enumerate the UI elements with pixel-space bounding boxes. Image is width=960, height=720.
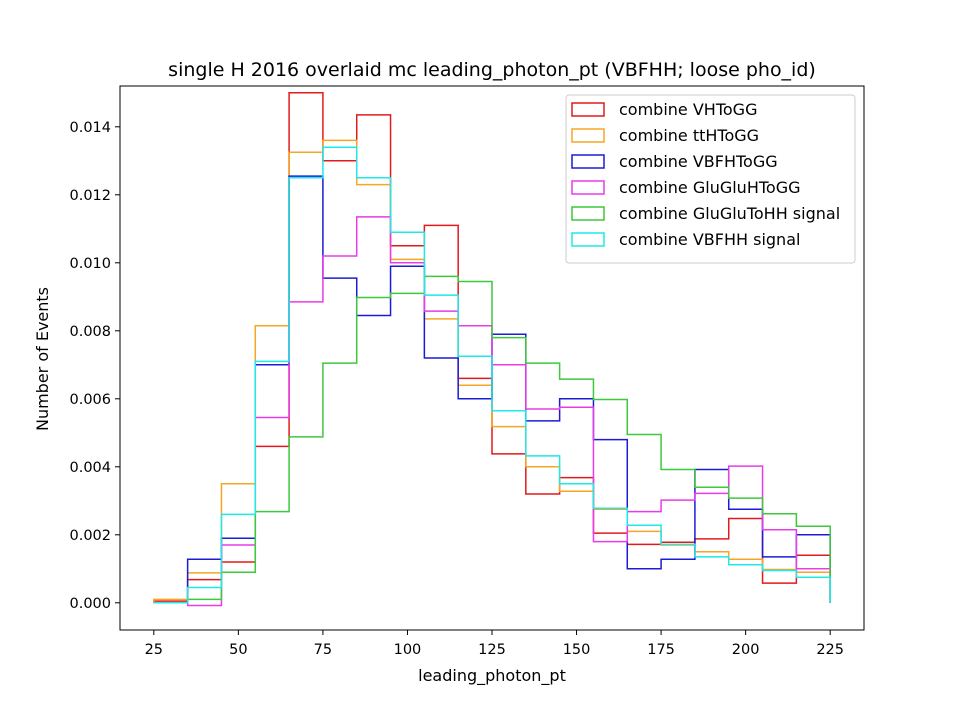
y-tick-label: 0.002 [69,528,111,544]
y-axis-ticks: 0.000 0.002 0.004 0.006 0.008 0.010 0.012 0.014 [69,120,120,612]
x-tick-label: 125 [478,642,506,658]
y-tick-label: 0.014 [69,120,111,136]
y-tick-label: 0.008 [69,324,111,340]
legend-swatch [571,206,605,221]
x-tick-label: 200 [732,642,760,658]
legend-label: combine VHToGG [619,100,757,119]
y-tick-label: 0.006 [69,392,111,408]
y-tick-label: 0.010 [69,256,111,272]
plot-series [153,92,831,607]
legend: combine VHToGG combine ttHToGG combine VBF… [565,94,856,264]
x-axis-label: leading_photon_pt [418,666,566,686]
x-axis-ticks: 25 50 75 100 125 150 175 200 225 [145,630,844,658]
x-tick-label: 225 [816,642,844,658]
legend-swatch [571,180,605,195]
y-axis-label: Number of Events [33,287,52,431]
series-line-4 [153,275,831,604]
y-tick-label: 0.000 [69,596,111,612]
legend-label: combine ttHToGG [619,126,759,145]
legend-label: combine GluGluHToGG [619,178,800,197]
x-tick-label: 150 [563,642,591,658]
x-tick-label: 25 [145,642,163,658]
x-tick-label: 50 [229,642,247,658]
legend-box [565,94,856,264]
chart-title: single H 2016 overlaid mc leading_photon… [168,59,816,81]
legend-swatch [571,128,605,143]
x-tick-label: 75 [314,642,332,658]
y-tick-label: 0.012 [69,188,111,204]
legend-swatch [571,232,605,247]
legend-swatch [571,102,605,117]
legend-swatch [571,154,605,169]
legend-label: combine VBFHToGG [619,152,778,171]
y-tick-label: 0.004 [69,460,111,476]
legend-label: combine VBFHH signal [619,230,800,249]
x-tick-label: 100 [394,642,422,658]
x-tick-label: 175 [647,642,675,658]
legend-label: combine GluGluToHH signal [619,204,840,223]
series-line-5 [153,146,831,604]
